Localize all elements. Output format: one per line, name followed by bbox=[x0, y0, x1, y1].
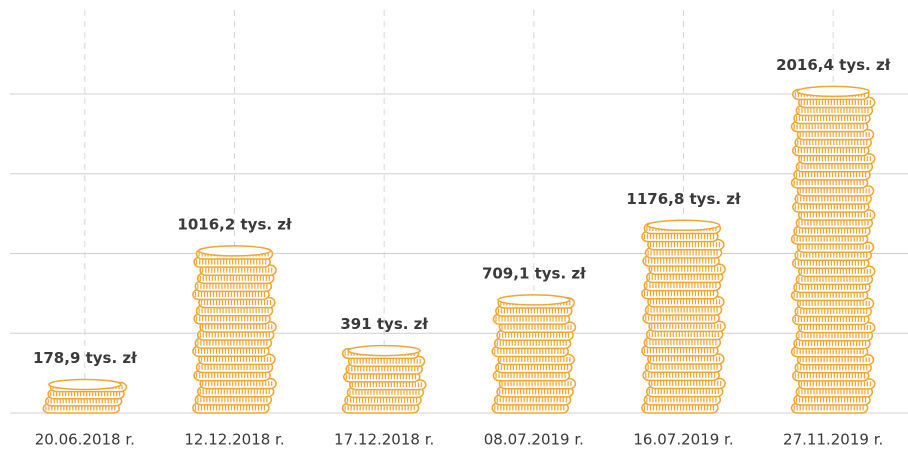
coin-top bbox=[347, 344, 421, 357]
value-label: 391 tys. zł bbox=[340, 315, 428, 333]
coin-top bbox=[197, 245, 272, 257]
coin-top bbox=[497, 294, 571, 306]
value-label: 178,9 tys. zł bbox=[33, 349, 137, 367]
coin-top bbox=[646, 219, 721, 232]
x-tick-label: 12.12.2018 r. bbox=[184, 431, 284, 449]
x-tick-label: 16.07.2019 r. bbox=[633, 431, 733, 449]
value-label: 1176,8 tys. zł bbox=[626, 190, 741, 208]
coin-stack bbox=[641, 219, 726, 414]
coin-top bbox=[48, 378, 122, 391]
x-tick-label: 27.11.2019 r. bbox=[783, 431, 883, 449]
coin-stack bbox=[192, 245, 277, 414]
x-tick-label: 20.06.2018 r. bbox=[35, 431, 135, 449]
coin-top bbox=[796, 85, 870, 98]
value-label: 1016,2 tys. zł bbox=[177, 215, 292, 233]
x-tick-label: 17.12.2018 r. bbox=[334, 431, 434, 449]
coin-stack bbox=[341, 344, 427, 414]
value-label: 709,1 tys. zł bbox=[482, 264, 586, 282]
coin-stack bbox=[42, 378, 128, 414]
value-label: 2016,4 tys. zł bbox=[776, 56, 891, 74]
coin-stack bbox=[790, 85, 876, 414]
coin-stack bbox=[491, 294, 577, 414]
x-tick-label: 08.07.2019 r. bbox=[484, 431, 584, 449]
